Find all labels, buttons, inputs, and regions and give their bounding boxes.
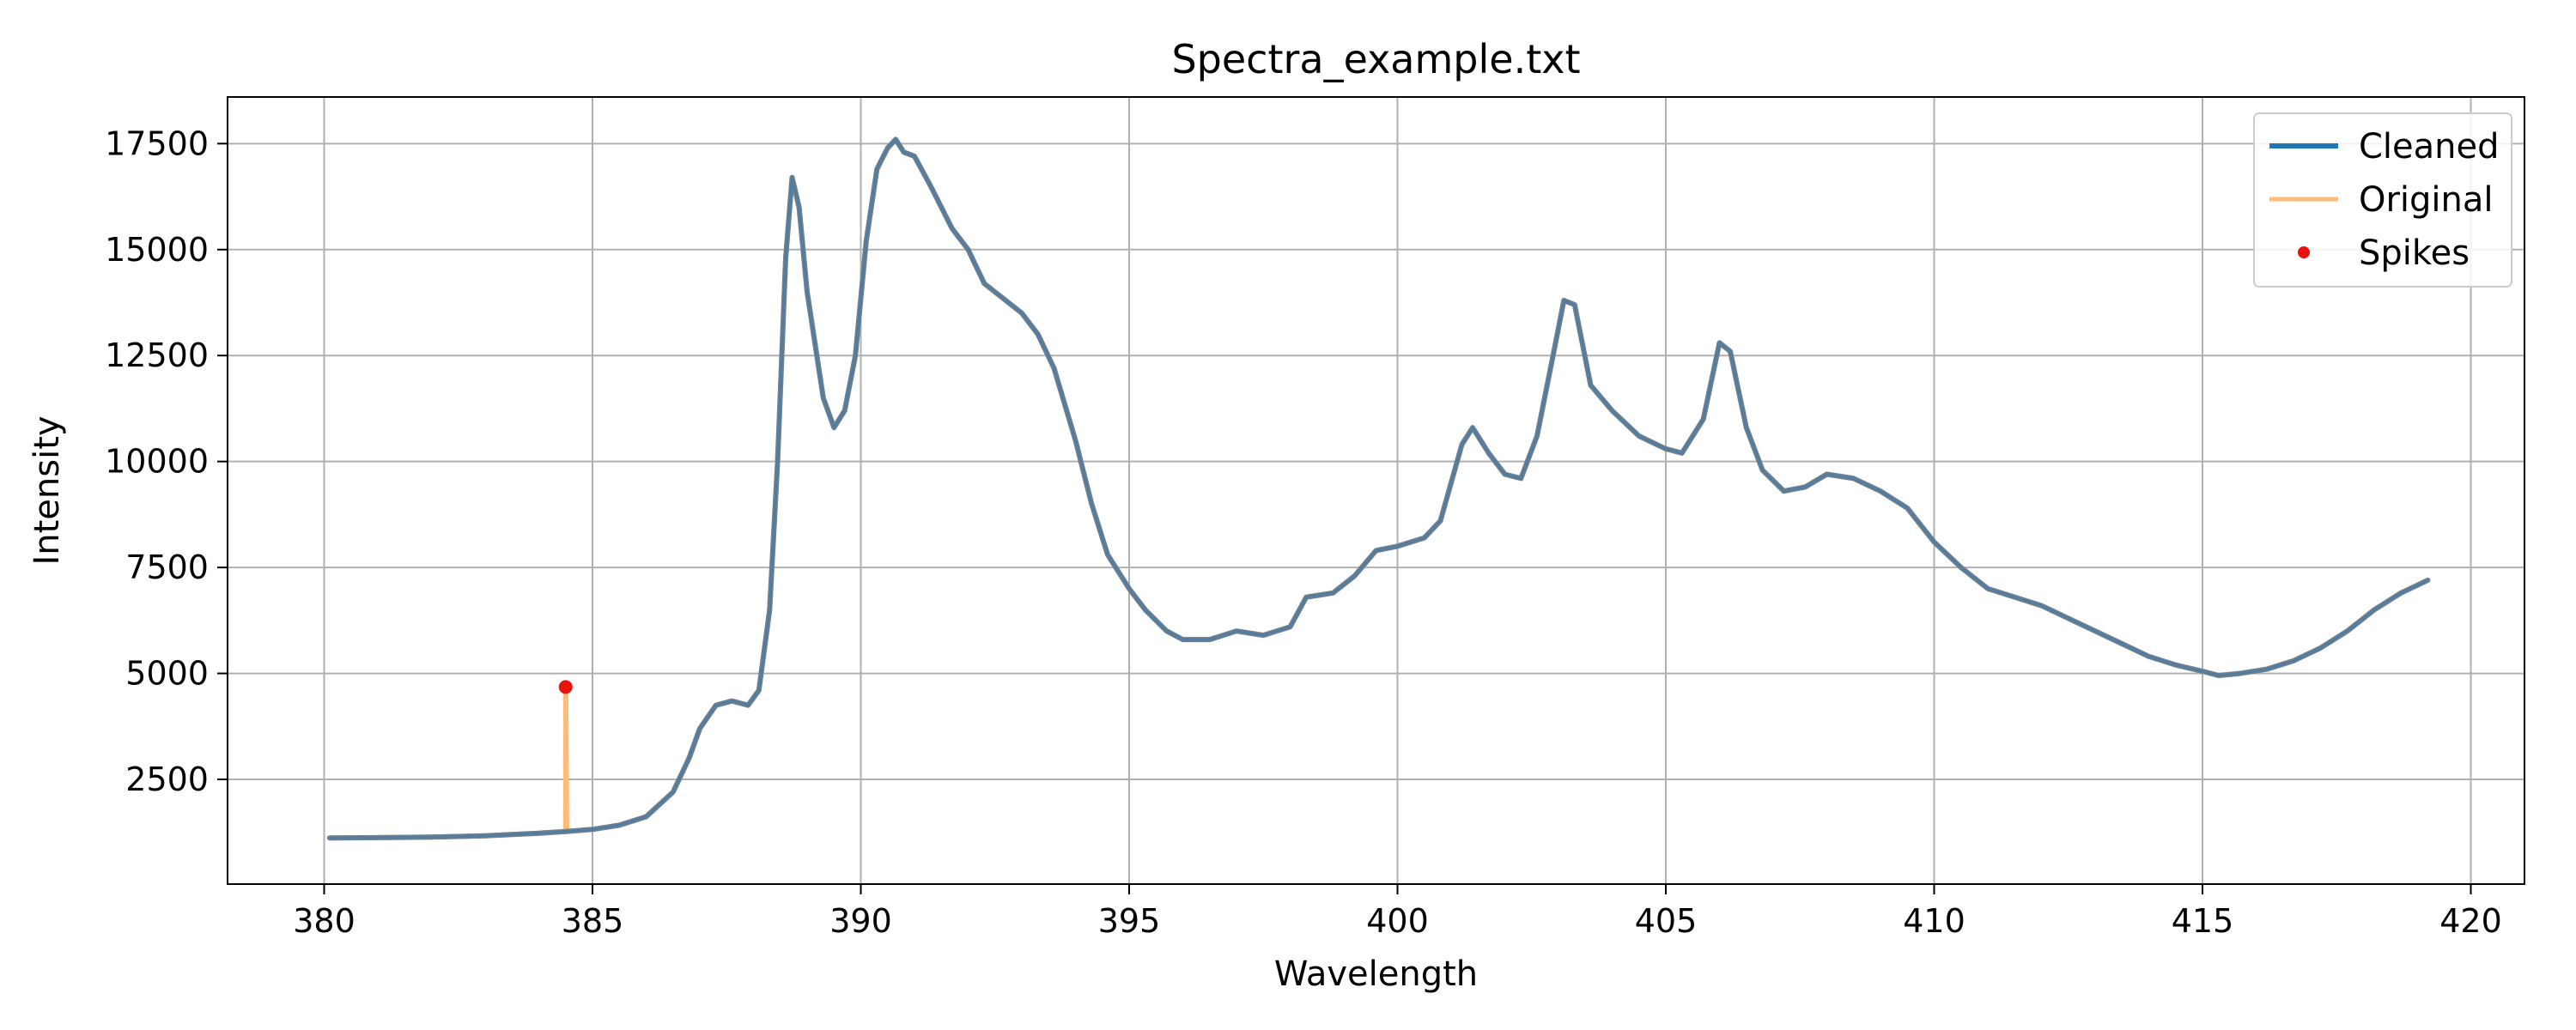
y-tick-label: 7500 — [125, 548, 209, 586]
legend-box — [2253, 112, 2512, 288]
legend-label-original: Original — [2359, 180, 2494, 220]
series-layer — [326, 136, 2431, 841]
y-tick-label: 10000 — [105, 443, 209, 481]
plot-frame — [227, 96, 2525, 885]
x-tick-label: 390 — [829, 902, 892, 940]
legend-label-cleaned: Cleaned — [2359, 127, 2500, 167]
y-axis-label: Intensity — [27, 415, 67, 565]
x-tick-label: 395 — [1098, 902, 1161, 940]
chart-title: Spectra_example.txt — [1171, 36, 1580, 82]
y-tick-label: 17500 — [105, 124, 209, 162]
y-tick-label: 12500 — [105, 336, 209, 374]
y-tick-label: 5000 — [125, 655, 209, 693]
y-tick-label: 15000 — [105, 231, 209, 269]
x-tick-label: 380 — [293, 902, 355, 940]
x-tick-label: 415 — [2172, 902, 2234, 940]
legend-swatch-spikes — [2298, 246, 2310, 258]
x-tick-label: 410 — [1903, 902, 1965, 940]
cleaned-series-line — [326, 136, 2431, 841]
legend-label-spikes: Spikes — [2359, 233, 2470, 273]
tick-layer: 380 385 390 395 400 405 410 415 420 2500 5000 7500 1… — [105, 124, 2502, 940]
x-axis-label: Wavelength — [1274, 954, 1478, 994]
x-tick-label: 405 — [1635, 902, 1698, 940]
y-tick-label: 2500 — [125, 760, 209, 798]
legend: Cleaned Original Spikes — [2253, 112, 2512, 288]
x-tick-label: 400 — [1366, 902, 1429, 940]
x-tick-label: 385 — [562, 902, 624, 940]
x-tick-label: 420 — [2439, 902, 2502, 940]
cleaned-series-highlight — [329, 137, 2429, 839]
spike-point — [558, 680, 573, 694]
grid-layer — [228, 97, 2524, 884]
